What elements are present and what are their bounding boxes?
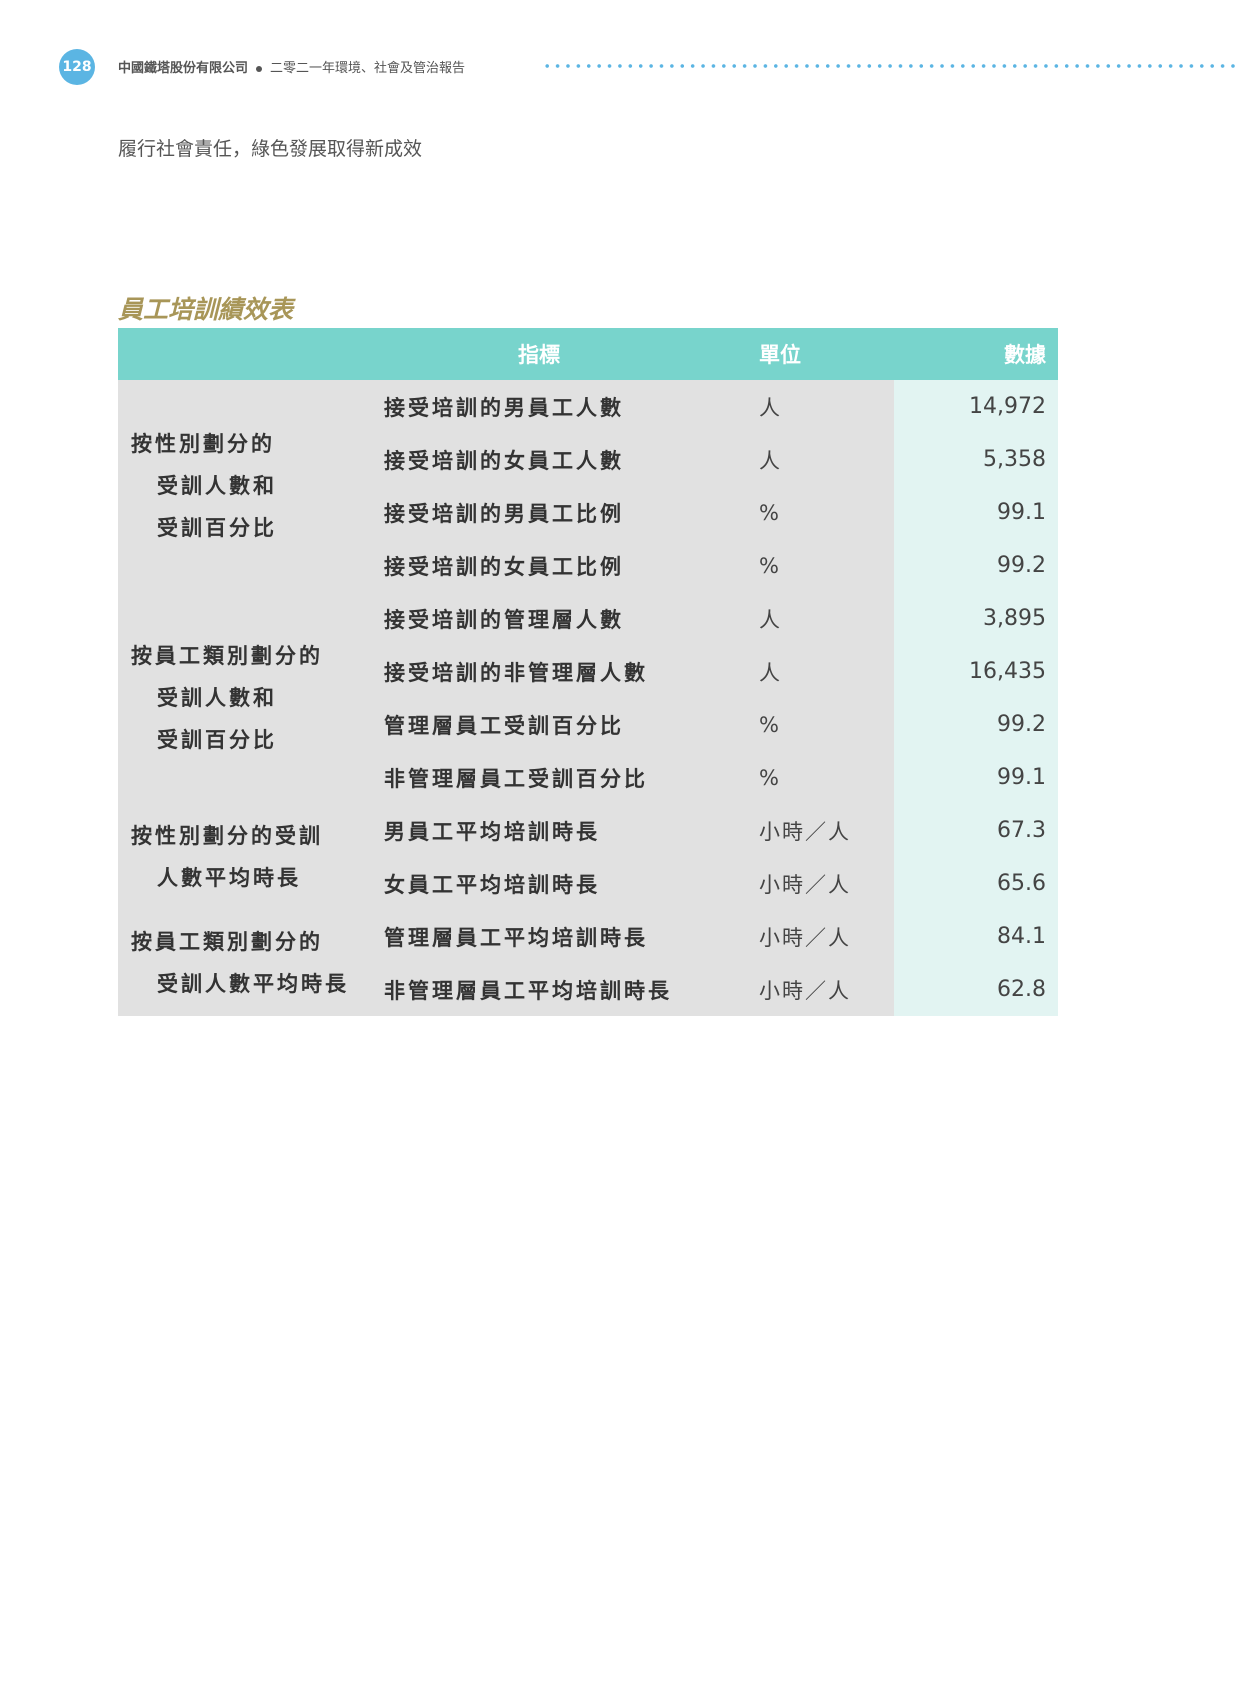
group-label-line: 按性別劃分的	[131, 432, 275, 456]
training-performance-table: 指標 單位 數據 按性別劃分的 受訓人數和 受訓百分比 接受培訓的男員工人數人 14,9…	[118, 328, 1058, 1016]
indicator-cell: 接受培訓的管理層人數	[372, 592, 759, 645]
unit-cell: 人	[759, 380, 894, 433]
value-cell: 84.1	[894, 910, 1058, 963]
group-label-line: 受訓人數平均時長	[157, 972, 349, 996]
dotted-rule	[542, 64, 1240, 68]
column-header-value: 數據	[894, 328, 1058, 380]
table-row: 按性別劃分的受訓 人數平均時長 男員工平均培訓時長 小時／人 67.3	[118, 804, 1058, 910]
unit-cell: 小時／人	[759, 910, 894, 963]
group-label-line: 受訓百分比	[157, 516, 277, 540]
value-cell: 67.3	[894, 804, 1058, 857]
table-row: 接受培訓的女員工人數人 5,358	[118, 433, 1058, 486]
value-cell: 16,435	[894, 645, 1058, 698]
unit-cell: 人	[759, 592, 894, 645]
group-label-line: 按性別劃分的受訓	[131, 824, 323, 848]
table-row: 按員工類別劃分的 受訓人數和 受訓百分比 接受培訓的管理層人數人 3,895	[118, 592, 1058, 804]
page-number-badge: 128	[59, 49, 95, 85]
group-label-line: 受訓百分比	[157, 728, 277, 752]
table-row: 接受培訓的非管理層人數人 16,435	[118, 645, 1058, 698]
unit-cell: %	[759, 486, 894, 539]
value-cell: 3,895	[894, 592, 1058, 645]
value-cell: 14,972	[894, 380, 1058, 433]
table-row: 接受培訓的男員工比例% 99.1	[118, 486, 1058, 539]
value-cell: 62.8	[894, 963, 1058, 1016]
value-cell: 99.1	[894, 751, 1058, 804]
group-label: 按性別劃分的受訓 人數平均時長	[118, 804, 372, 910]
group-label: 按員工類別劃分的受訓人數和受訓百分比	[118, 592, 372, 804]
table-row: 管理層員工受訓百分比% 99.2	[118, 698, 1058, 751]
value-cell: 5,358	[894, 433, 1058, 486]
unit-cell: %	[759, 698, 894, 751]
company-name: 中國鐵塔股份有限公司	[118, 61, 249, 76]
bullet-separator	[256, 65, 263, 72]
indicator-cell: 管理層員工平均培訓時長	[372, 910, 759, 963]
indicator-cell: 接受培訓的非管理層人數	[372, 645, 759, 698]
indicator-cell: 男員工平均培訓時長	[372, 804, 759, 857]
unit-cell: 小時／人	[759, 963, 894, 1016]
indicator-cell: 接受培訓的男員工比例	[372, 486, 759, 539]
table-row: 按員工類別劃分的受訓人數平均時長 管理層員工平均培訓時長 小時／人 84.1	[118, 910, 1058, 1016]
indicator-cell: 非管理層員工受訓百分比	[372, 751, 759, 804]
group-label: 按員工類別劃分的受訓人數平均時長	[118, 910, 372, 1016]
group-label-line: 按員工類別劃分的	[131, 644, 323, 668]
value-cell: 65.6	[894, 857, 1058, 910]
value-cell: 99.2	[894, 698, 1058, 751]
group-label-line: 按員工類別劃分的	[131, 930, 323, 954]
indicator-cell: 非管理層員工平均培訓時長	[372, 963, 759, 1016]
table-row: 女員工平均培訓時長 小時／人 65.6	[118, 857, 1058, 910]
group-label: 按性別劃分的受訓人數和受訓百分比	[118, 380, 372, 592]
indicator-cell: 接受培訓的男員工人數	[372, 380, 759, 433]
group-label-line: 受訓人數和	[157, 686, 277, 710]
table-header-row: 指標 單位 數據	[118, 328, 1058, 380]
table-row: 非管理層員工受訓百分比% 99.1	[118, 751, 1058, 804]
unit-cell: %	[759, 751, 894, 804]
unit-cell: 小時／人	[759, 857, 894, 910]
indicator-cell: 管理層員工受訓百分比	[372, 698, 759, 751]
group-label-line: 人數平均時長	[157, 866, 301, 890]
section-title: 履行社會責任，綠色發展取得新成效	[118, 138, 423, 160]
unit-cell: 人	[759, 433, 894, 486]
column-header-unit: 單位	[759, 328, 894, 380]
value-cell: 99.2	[894, 539, 1058, 592]
column-header-group	[118, 328, 372, 380]
unit-cell: 人	[759, 645, 894, 698]
value-cell: 99.1	[894, 486, 1058, 539]
table-title: 員工培訓績效表	[118, 295, 294, 324]
report-name: 二零二一年環境、社會及管治報告	[270, 61, 466, 76]
unit-cell: 小時／人	[759, 804, 894, 857]
table-row: 接受培訓的女員工比例% 99.2	[118, 539, 1058, 592]
table-row: 按性別劃分的 受訓人數和 受訓百分比 接受培訓的男員工人數人 14,972	[118, 380, 1058, 592]
indicator-cell: 女員工平均培訓時長	[372, 857, 759, 910]
indicator-cell: 接受培訓的女員工人數	[372, 433, 759, 486]
indicator-cell: 接受培訓的女員工比例	[372, 539, 759, 592]
group-label-line: 受訓人數和	[157, 474, 277, 498]
running-header: 中國鐵塔股份有限公司 二零二一年環境、社會及管治報告	[118, 57, 465, 76]
unit-cell: %	[759, 539, 894, 592]
column-header-indicator: 指標	[372, 328, 759, 380]
table-row: 非管理層員工平均培訓時長 小時／人 62.8	[118, 963, 1058, 1016]
